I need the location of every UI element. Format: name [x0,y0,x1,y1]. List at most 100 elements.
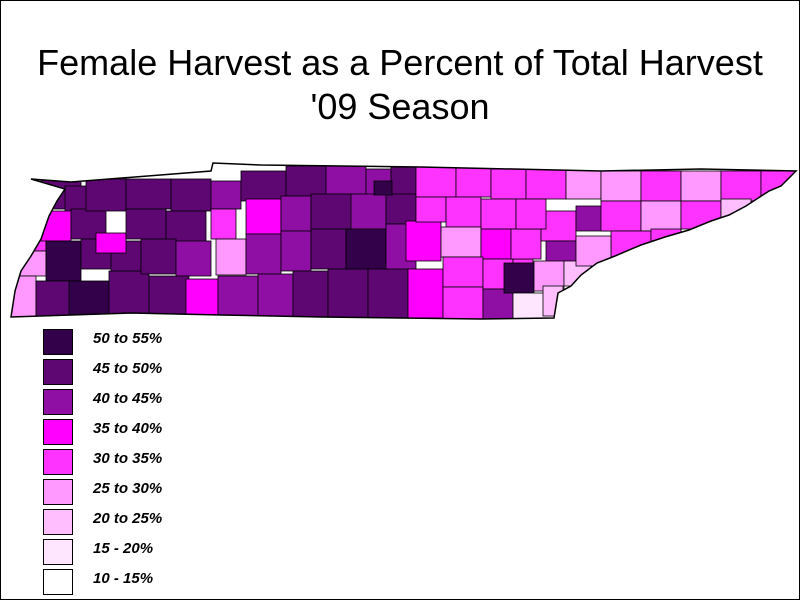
county [185,278,219,318]
county [345,228,387,270]
county [503,262,535,294]
county [542,285,564,317]
county [385,193,417,225]
county [310,228,347,270]
county [680,170,722,202]
county-layer [11,165,796,319]
county [148,275,190,319]
county [95,232,127,254]
legend-item: 35 to 40% [43,416,243,446]
county [210,180,242,210]
legend-swatch [43,329,73,355]
county [170,178,212,212]
county [240,170,287,202]
legend-swatch [43,419,73,445]
county [405,220,442,262]
county [245,198,282,235]
legend-label: 50 to 55% [93,330,163,347]
county [525,168,567,200]
county [257,273,294,319]
county [125,208,167,240]
county [367,268,409,319]
county [11,220,47,252]
county [600,170,642,202]
county [480,198,517,230]
county [482,288,514,319]
legend-label: 30 to 35% [93,450,163,467]
county [650,228,682,255]
county [415,166,457,198]
legend-item: 10 - 15% [43,566,243,596]
county [210,208,237,240]
county [108,270,150,318]
county [415,196,447,223]
county [440,226,482,258]
map-title: Female Harvest as a Percent of Total Har… [37,42,763,83]
legend-label: 10 - 15% [93,570,154,587]
county [565,168,602,200]
county [45,240,82,282]
county [610,230,652,262]
county [217,275,259,319]
county [125,178,172,210]
county [327,268,369,319]
county [245,233,282,275]
county [600,200,642,232]
county [11,275,37,319]
county [292,270,329,319]
county [455,166,492,198]
legend-label: 25 to 30% [93,480,163,497]
legend-swatch [43,569,73,595]
county [70,208,107,240]
county [140,238,177,275]
legend-swatch [43,389,73,415]
county [310,193,352,230]
county [445,196,482,228]
county [490,168,527,200]
county [515,198,547,230]
county [407,268,444,319]
county [480,228,512,260]
county [175,240,212,277]
legend-label: 45 to 50% [93,360,163,377]
legend-item: 40 to 45% [43,386,243,416]
county [390,166,417,196]
legend-item: 30 to 35% [43,446,243,476]
county [68,280,110,318]
map-subtitle: '09 Season [310,86,490,127]
legend-label: 15 - 20% [93,540,154,557]
county [280,230,312,272]
legend-item: 25 to 30% [43,476,243,506]
legend-swatch [43,359,73,385]
county [35,280,72,318]
legend: 50 to 55% 45 to 50% 40 to 45% 35 to 40% … [43,326,243,596]
county [165,210,207,244]
legend-item: 15 - 20% [43,536,243,566]
legend-label: 20 to 25% [93,510,163,527]
county [510,228,542,260]
county [85,178,127,212]
county [350,193,387,230]
county [325,165,367,195]
county [720,170,762,202]
legend-swatch [43,509,73,535]
county [590,265,622,297]
county [215,238,247,276]
county [442,286,484,319]
county [640,170,682,202]
county [11,178,42,222]
county [442,256,484,288]
county [373,180,393,196]
county [280,195,312,232]
legend-item: 50 to 55% [43,326,243,356]
legend-label: 40 to 45% [93,390,163,407]
county [575,235,612,267]
legend-label: 35 to 40% [93,420,163,437]
legend-item: 45 to 50% [43,356,243,386]
county [640,200,682,232]
legend-swatch [43,539,73,565]
legend-swatch [43,449,73,475]
legend-item: 20 to 25% [43,506,243,536]
